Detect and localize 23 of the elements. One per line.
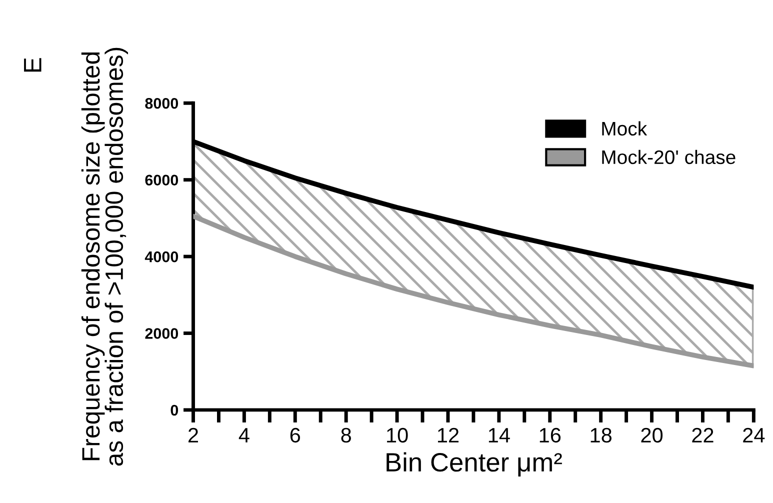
x-axis-title: Bin Center μm² — [386, 452, 562, 476]
x-tick-label: 2 — [188, 428, 198, 442]
y-tick-label: 8000 — [145, 98, 178, 109]
x-tick-label: 12 — [438, 428, 459, 442]
x-tick-label: 10 — [387, 428, 408, 443]
y-tick-label: 0 — [170, 404, 178, 416]
line-series — [193, 214, 754, 368]
legend-label: Mock-20' chase — [602, 150, 736, 164]
y-tick-label: 6000 — [145, 174, 178, 186]
x-tick-label: 6 — [290, 428, 300, 443]
y-tick-label: 4000 — [144, 251, 178, 262]
x-tick-label: 20 — [641, 428, 663, 443]
legend-label: Mock — [602, 121, 648, 136]
text: E — [24, 58, 42, 72]
x-tick-label: 4 — [238, 428, 250, 442]
x-tick-label: 8 — [341, 428, 351, 443]
x-tick-label: 14 — [488, 428, 510, 442]
x-tick-label: 16 — [540, 428, 561, 443]
y-axis-title: Frequency of endosome size (plotted as a fraction of >100,000 endosomes) — [81, 48, 128, 466]
x-tick-label: 24 — [743, 428, 765, 442]
y-tick-label: 2000 — [145, 328, 178, 339]
x-tick-label: 22 — [692, 428, 714, 442]
x-tick-label: 18 — [590, 428, 612, 443]
